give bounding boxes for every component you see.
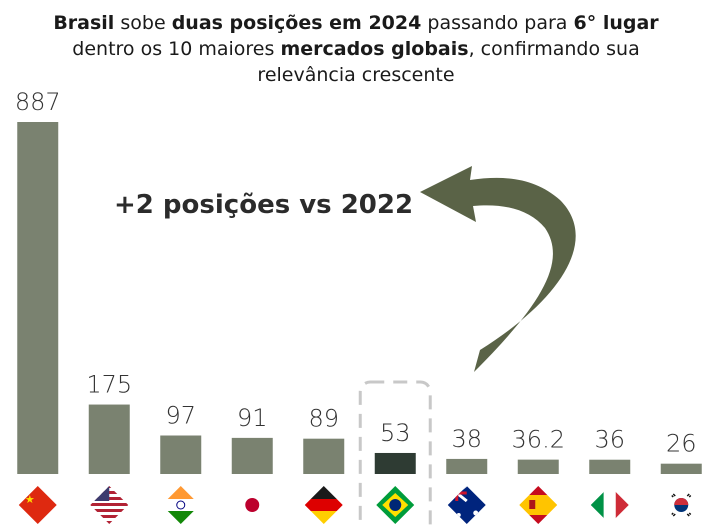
value-label-10: 26 xyxy=(666,430,697,458)
title-bold-7: mercados globais xyxy=(280,38,469,60)
bar-8 xyxy=(517,459,559,474)
value-label-4: 91 xyxy=(237,404,268,432)
bar-5 xyxy=(303,438,345,474)
highlight-box xyxy=(358,380,432,528)
svg-text:★: ★ xyxy=(25,493,35,506)
bar-10 xyxy=(660,463,702,474)
curved-arrow xyxy=(420,166,576,372)
title-text-6: dentro os 10 maiores xyxy=(72,38,281,60)
title-bold-3: duas posições em 2024 xyxy=(171,12,422,34)
title-bold-1: Brasil xyxy=(53,12,115,34)
bar-9 xyxy=(589,459,631,474)
title-text-4: passando para xyxy=(421,12,574,34)
value-label-2: 175 xyxy=(86,371,132,399)
value-label-3: 97 xyxy=(165,402,196,430)
flag-germany-icon xyxy=(304,486,343,524)
value-label-7: 38 xyxy=(451,425,482,453)
value-label-6: 53 xyxy=(380,419,411,447)
flag-south-korea-icon xyxy=(662,486,701,524)
bar-2 xyxy=(88,404,130,474)
bar-3 xyxy=(160,435,202,474)
chart-title: Brasil sobe duas posições em 2024 passan… xyxy=(40,10,672,88)
bar-1 xyxy=(17,122,59,474)
value-label-5: 89 xyxy=(308,405,339,433)
flag-usa-icon xyxy=(90,486,129,524)
bar-6 xyxy=(374,452,416,474)
callout-text: +2 posições vs 2022 xyxy=(114,190,414,220)
flag-spain-icon xyxy=(519,486,558,524)
flag-india-icon xyxy=(161,486,200,524)
bar-4 xyxy=(231,437,273,474)
value-label-1: 887 xyxy=(15,88,61,116)
title-bold-5: 6° lugar xyxy=(573,12,659,34)
title-text-2: sobe xyxy=(114,12,172,34)
bar-7 xyxy=(446,458,488,474)
flag-australia-icon xyxy=(447,486,486,524)
title-text-8: , confirmando sua relevância crescente xyxy=(257,38,640,86)
bars-group xyxy=(17,122,702,474)
value-labels-group: 887 175 97 91 89 53 38 36.2 36 26 xyxy=(15,88,697,458)
value-label-9: 36 xyxy=(594,426,625,454)
value-label-8: 36.2 xyxy=(512,426,565,454)
flag-italy-icon xyxy=(590,486,629,524)
flag-china-icon: ★ xyxy=(18,486,57,524)
flag-brazil-icon xyxy=(376,486,415,524)
flag-japan-icon xyxy=(233,486,272,524)
